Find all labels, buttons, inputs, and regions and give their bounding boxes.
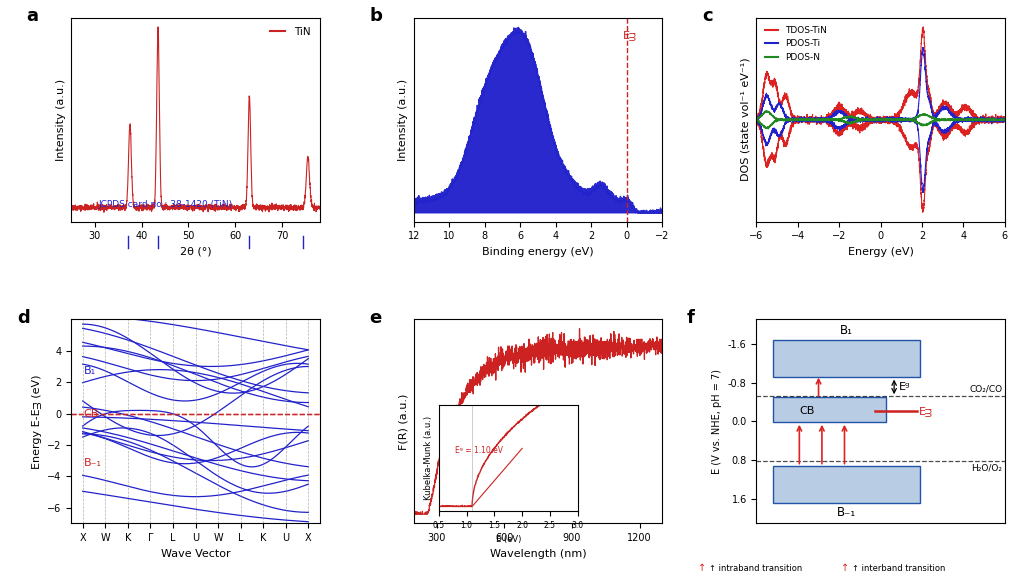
Text: ↑ interband transition: ↑ interband transition — [851, 564, 945, 573]
Text: ↑ intraband transition: ↑ intraband transition — [708, 564, 801, 573]
Text: B₋₁: B₋₁ — [84, 458, 102, 468]
Y-axis label: Energy E-Eᴟ (eV): Energy E-Eᴟ (eV) — [32, 374, 42, 469]
Bar — [772, 397, 886, 422]
Text: B₁: B₁ — [840, 324, 853, 337]
Text: d: d — [16, 309, 30, 327]
Text: H₂O/O₂: H₂O/O₂ — [970, 463, 1002, 472]
Text: f: f — [687, 309, 694, 327]
Text: ↑: ↑ — [840, 563, 848, 573]
Text: b: b — [369, 8, 382, 25]
Y-axis label: Intensity (a.u.): Intensity (a.u.) — [398, 79, 408, 161]
Text: ↑: ↑ — [697, 563, 705, 573]
X-axis label: Wave Vector: Wave Vector — [161, 549, 230, 559]
Bar — [772, 340, 919, 377]
Text: Eᴟ: Eᴟ — [622, 30, 636, 40]
Text: CO₂/CO: CO₂/CO — [968, 385, 1002, 394]
X-axis label: 2θ (°): 2θ (°) — [179, 247, 211, 257]
Text: CB: CB — [799, 406, 814, 416]
X-axis label: Energy (eV): Energy (eV) — [847, 247, 913, 257]
Y-axis label: E (V vs. NHE, pH = 7): E (V vs. NHE, pH = 7) — [711, 369, 721, 474]
Text: Eᵍ: Eᵍ — [898, 382, 909, 392]
X-axis label: Wavelength (nm): Wavelength (nm) — [489, 549, 586, 559]
Text: a: a — [26, 8, 39, 25]
Legend: TiN: TiN — [265, 23, 314, 41]
Y-axis label: F(R) (a.u.): F(R) (a.u.) — [398, 393, 408, 450]
X-axis label: Binding energy (eV): Binding energy (eV) — [482, 247, 593, 257]
Y-axis label: Intensity (a.u.): Intensity (a.u.) — [56, 79, 66, 161]
Text: e: e — [369, 309, 381, 327]
Text: B₁: B₁ — [84, 366, 96, 376]
Text: CB: CB — [84, 409, 99, 419]
Text: c: c — [701, 8, 712, 25]
Text: B₋₁: B₋₁ — [837, 506, 856, 519]
Y-axis label: DOS (state vol⁻¹ eV⁻¹): DOS (state vol⁻¹ eV⁻¹) — [740, 58, 750, 182]
Text: Eᴟ: Eᴟ — [918, 406, 932, 416]
Text: JCPDS card no.: 38-1420 (TiN): JCPDS card no.: 38-1420 (TiN) — [99, 201, 232, 209]
Legend: TDOS-TiN, PDOS-Ti, PDOS-N: TDOS-TiN, PDOS-Ti, PDOS-N — [760, 22, 830, 65]
Bar — [772, 466, 919, 503]
